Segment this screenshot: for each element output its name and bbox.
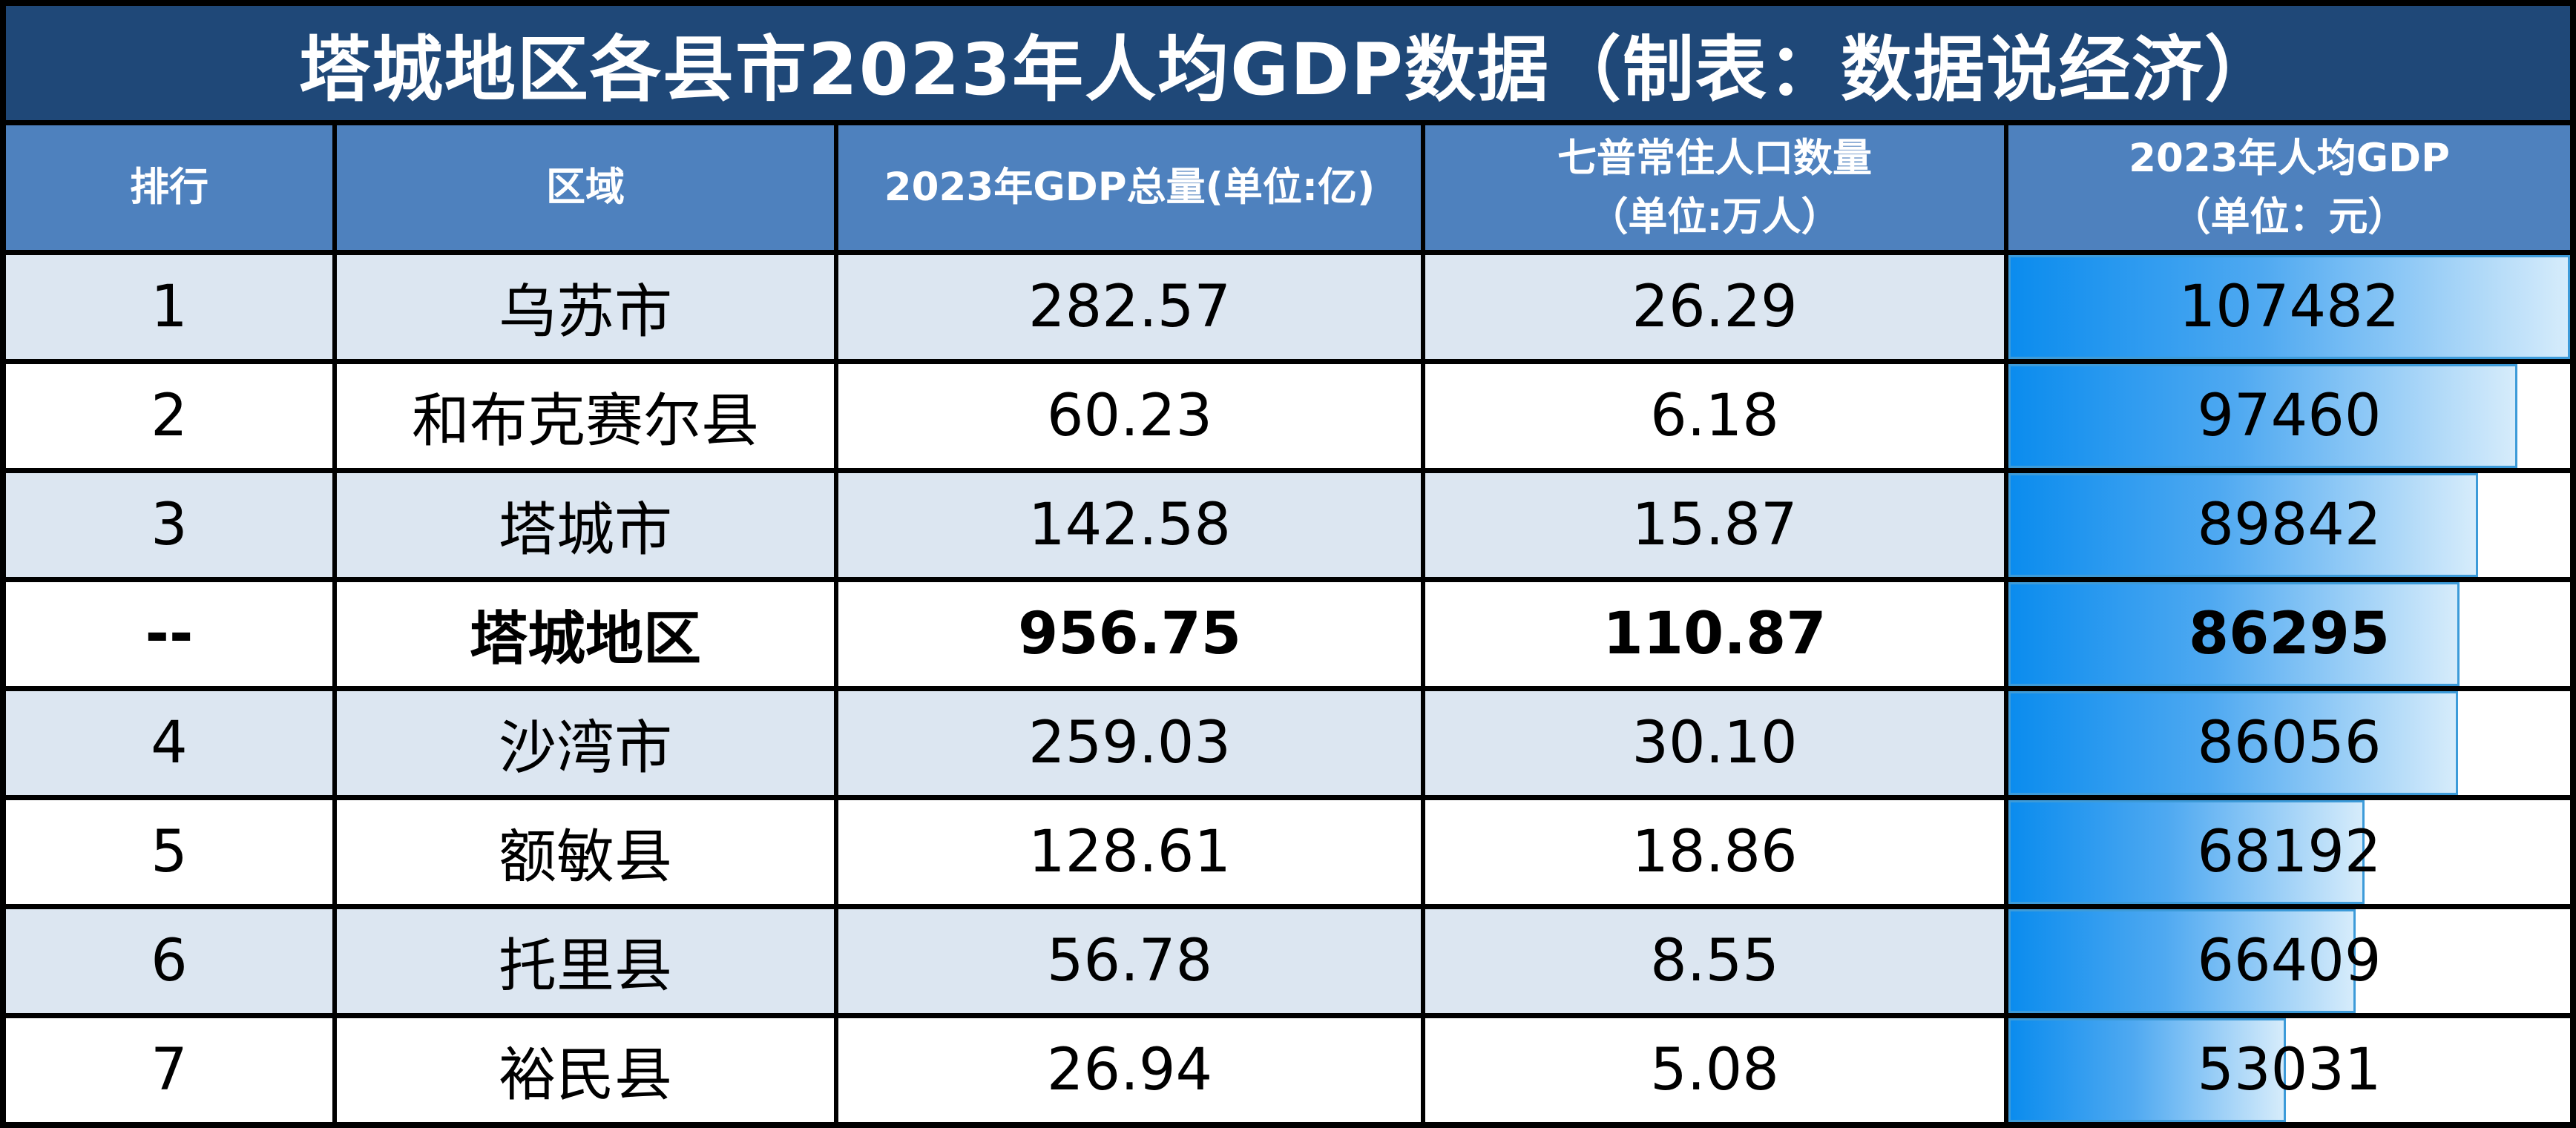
gdp-total-cell: 282.57 <box>838 255 1421 359</box>
per-capita-cell: 107482 <box>2008 255 2570 359</box>
rank-cell: 3 <box>6 473 332 577</box>
region-cell: 托里县 <box>337 909 834 1013</box>
region-cell: 和布克赛尔县 <box>337 364 834 468</box>
rank-cell: 4 <box>6 691 332 795</box>
column-header-label-line2: （单位:万人） <box>1588 194 1841 240</box>
gdp-table: 排行 区域 2023年GDP总量(单位:亿) 七普常住人口数量 （单位:万人） … <box>6 125 2570 1122</box>
per-capita-cell: 89842 <box>2008 473 2570 577</box>
region-cell: 沙湾市 <box>337 691 834 795</box>
rank-cell: 7 <box>6 1018 332 1122</box>
per-capita-cell: 86295 <box>2008 582 2570 686</box>
per-capita-databar <box>2008 255 2570 359</box>
per-capita-cell: 97460 <box>2008 364 2570 468</box>
gdp-total-cell: 26.94 <box>838 1018 1421 1122</box>
gdp-total-cell: 142.58 <box>838 473 1421 577</box>
per-capita-databar <box>2008 473 2478 577</box>
per-capita-databar <box>2008 1018 2286 1122</box>
gdp-total-cell: 56.78 <box>838 909 1421 1013</box>
region-cell: 乌苏市 <box>337 255 834 359</box>
population-cell: 26.29 <box>1425 255 2004 359</box>
column-header-label: 排行 <box>130 165 208 211</box>
per-capita-databar <box>2008 364 2518 468</box>
rank-cell: -- <box>6 582 332 686</box>
gdp-total-cell: 60.23 <box>838 364 1421 468</box>
population-cell: 30.10 <box>1425 691 2004 795</box>
column-header-label: 区域 <box>546 165 625 211</box>
rank-cell: 1 <box>6 255 332 359</box>
region-cell: 额敏县 <box>337 800 834 904</box>
column-header-region: 区域 <box>337 125 834 250</box>
gdp-total-cell: 259.03 <box>838 691 1421 795</box>
per-capita-databar <box>2008 800 2365 904</box>
column-header-rank: 排行 <box>6 125 332 250</box>
per-capita-databar <box>2008 691 2459 795</box>
column-header-label: 2023年GDP总量(单位:亿) <box>884 165 1376 211</box>
population-cell: 8.55 <box>1425 909 2004 1013</box>
per-capita-cell: 86056 <box>2008 691 2570 795</box>
population-cell: 15.87 <box>1425 473 2004 577</box>
column-header-per-capita-gdp: 2023年人均GDP （单位：元） <box>2008 125 2570 250</box>
rank-cell: 5 <box>6 800 332 904</box>
per-capita-databar <box>2008 582 2460 686</box>
region-cell: 塔城地区 <box>337 582 834 686</box>
column-header-label: 七普常住人口数量 <box>1557 135 1872 181</box>
column-header-label: 2023年人均GDP <box>2129 135 2450 181</box>
population-cell: 5.08 <box>1425 1018 2004 1122</box>
per-capita-cell: 66409 <box>2008 909 2570 1013</box>
column-header-label-line2: （单位：元） <box>2171 194 2408 240</box>
per-capita-cell: 68192 <box>2008 800 2570 904</box>
column-header-population: 七普常住人口数量 （单位:万人） <box>1425 125 2004 250</box>
population-cell: 18.86 <box>1425 800 2004 904</box>
column-header-gdp-total: 2023年GDP总量(单位:亿) <box>838 125 1421 250</box>
gdp-total-cell: 128.61 <box>838 800 1421 904</box>
population-cell: 110.87 <box>1425 582 2004 686</box>
page-title: 塔城地区各县市2023年人均GDP数据（制表：数据说经济） <box>6 6 2570 120</box>
gdp-total-cell: 956.75 <box>838 582 1421 686</box>
per-capita-cell: 53031 <box>2008 1018 2570 1122</box>
population-cell: 6.18 <box>1425 364 2004 468</box>
region-cell: 塔城市 <box>337 473 834 577</box>
per-capita-databar <box>2008 909 2356 1013</box>
rank-cell: 6 <box>6 909 332 1013</box>
rank-cell: 2 <box>6 364 332 468</box>
region-cell: 裕民县 <box>337 1018 834 1122</box>
